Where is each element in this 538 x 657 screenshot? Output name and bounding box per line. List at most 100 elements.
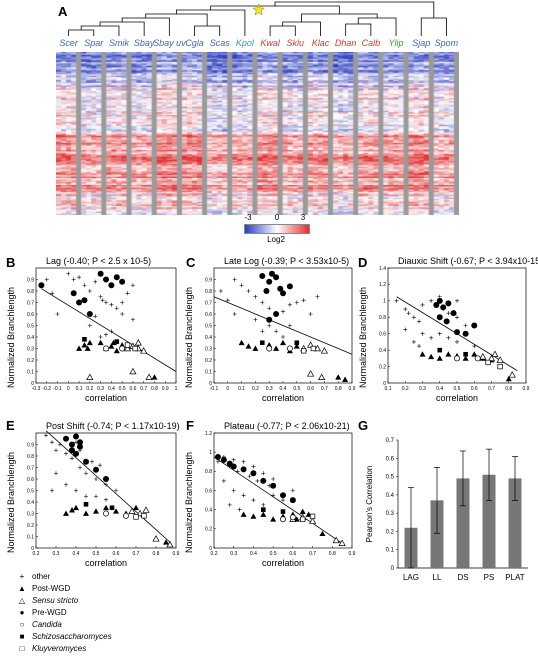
- point-other: [260, 329, 265, 334]
- point-candida: [289, 514, 296, 521]
- point-other: [251, 464, 256, 469]
- point-other: [253, 294, 258, 299]
- species-label-sklu: Sklu: [286, 38, 305, 48]
- point-other: [50, 440, 54, 445]
- point-other: [227, 502, 232, 507]
- point-pre-wgd: [433, 301, 440, 308]
- point-other: [114, 488, 118, 493]
- point-pre-wgd: [266, 278, 273, 285]
- point-other: [104, 497, 108, 502]
- scatter-plot-c: -0.1 0 0.1 0.2 0.3 0.4 0.5 0.6 0.7 0.8 0.900.10.20…: [205, 267, 356, 392]
- point-other: [232, 277, 237, 282]
- point-other: [74, 488, 78, 493]
- y-tick-label: 0.3: [205, 346, 212, 352]
- point-post-wgd: [462, 355, 469, 361]
- point-candida: [454, 355, 460, 362]
- y-tick-label: 0: [209, 546, 212, 552]
- correlation-bar-chart: 0 0.1 0.2 0.3 0.4 0.5 0.6 0.7 Pearson's Correlat…: [365, 438, 528, 582]
- y-tick-label: 0.4: [205, 335, 212, 341]
- x-tick-label: 0.8: [505, 386, 512, 392]
- y-tick-label: 0.3: [386, 511, 395, 517]
- point-other: [267, 306, 272, 311]
- y-tick-label: 0.7: [27, 465, 34, 471]
- y-tick-label: 0.4: [379, 348, 386, 354]
- point-other: [251, 498, 256, 503]
- y-tick-label: 0.6: [27, 312, 34, 318]
- point-post-wgd: [76, 345, 83, 351]
- species-label-spar: Spar: [84, 38, 104, 48]
- x-tick-label: 0.1: [76, 386, 83, 392]
- regression-line: [41, 288, 177, 372]
- x-tick-label: 0.2: [402, 386, 409, 392]
- panel-e-ylabel: Normalized Branchlength: [6, 451, 16, 553]
- point-pre-wgd: [76, 299, 83, 306]
- point-other: [78, 465, 82, 470]
- expression-heatmap: [56, 52, 459, 215]
- point-schizosaccharomyces: [109, 505, 115, 511]
- point-other: [64, 451, 68, 456]
- point-post-wgd: [273, 345, 280, 351]
- species-label-dhan: Dhan: [334, 38, 357, 48]
- point-post-wgd: [108, 343, 115, 349]
- point-other: [281, 498, 285, 503]
- legend-symbol-icon: ○: [19, 620, 25, 629]
- y-tick-label: 0: [391, 566, 395, 572]
- x-tick-label: 0.4: [73, 551, 80, 557]
- x-tick-label: 0.3: [230, 551, 237, 557]
- point-candida: [474, 355, 481, 362]
- point-post-wgd: [238, 339, 245, 346]
- tree-branch: [145, 13, 208, 26]
- point-sensu-stricto: [140, 347, 148, 354]
- bar-chart-ylabel: Pearson's Correlation: [365, 466, 374, 543]
- point-candida: [286, 345, 293, 352]
- point-pre-wgd: [259, 273, 266, 280]
- point-pre-wgd: [266, 316, 273, 323]
- point-other: [246, 289, 251, 293]
- point-other: [429, 335, 434, 340]
- scatter-plot-e: 0.2 0.3 0.4 0.5 0.6 0.7 0.8 0.9 0 0.1 0.2 0.3 0.4 0.5…: [27, 430, 180, 557]
- plot-frame: [35, 267, 177, 384]
- point-pre-wgd: [69, 441, 75, 448]
- x-tick-label: 0.2: [211, 551, 218, 557]
- x-tick-label: 0.2: [252, 386, 259, 392]
- x-tick-label: 0.9: [349, 386, 356, 392]
- y-tick-label: 0.8: [205, 289, 212, 295]
- point-kluyveromyces: [310, 345, 317, 352]
- y-tick-label: 0.8: [27, 289, 34, 295]
- point-pre-wgd: [263, 288, 270, 294]
- point-post-wgd: [252, 345, 259, 351]
- y-tick-label: 0.6: [386, 456, 395, 462]
- species-label-sbay-uv: Sbay uv: [153, 38, 186, 48]
- colorbar-min-label: -3: [244, 213, 252, 222]
- x-tick-label: 0.6: [129, 386, 136, 392]
- point-other: [98, 335, 103, 339]
- x-tick-label: 0.7: [133, 551, 140, 557]
- panel-b-xlabel: correlation: [84, 393, 128, 403]
- x-tick-label: -0.3: [32, 386, 41, 392]
- panel-c-title: Late Log (-0.39; P < 3.53x10-5): [224, 256, 350, 266]
- point-pre-wgd: [280, 492, 286, 499]
- point-pre-wgd: [81, 297, 88, 304]
- point-other: [90, 459, 94, 464]
- point-pre-wgd: [113, 274, 120, 281]
- x-tick-label: -0.2: [42, 386, 51, 392]
- x-tick-label: 0.5: [454, 386, 461, 392]
- point-post-wgd: [83, 510, 89, 516]
- x-tick-label: 0.1: [238, 386, 245, 392]
- point-other: [239, 283, 244, 288]
- x-tick-label: 1: [175, 386, 178, 392]
- point-other: [308, 312, 313, 316]
- y-tick-label: 0.3: [27, 511, 34, 517]
- bar-ps: [482, 474, 496, 568]
- point-other: [429, 298, 434, 303]
- point-post-wgd: [428, 353, 435, 360]
- point-other: [93, 279, 98, 284]
- point-other: [50, 488, 54, 493]
- legend-item-kluyveromyces: □ Kluyveromyces: [16, 644, 87, 653]
- tree-branch: [121, 17, 170, 36]
- y-tick-label: 0.8: [205, 469, 212, 475]
- legend-item-post-wgd: ▲ Post-WGD: [16, 584, 70, 593]
- point-other: [44, 433, 48, 438]
- point-sensu-stricto: [307, 370, 315, 377]
- panel-letter-a: A: [58, 4, 68, 19]
